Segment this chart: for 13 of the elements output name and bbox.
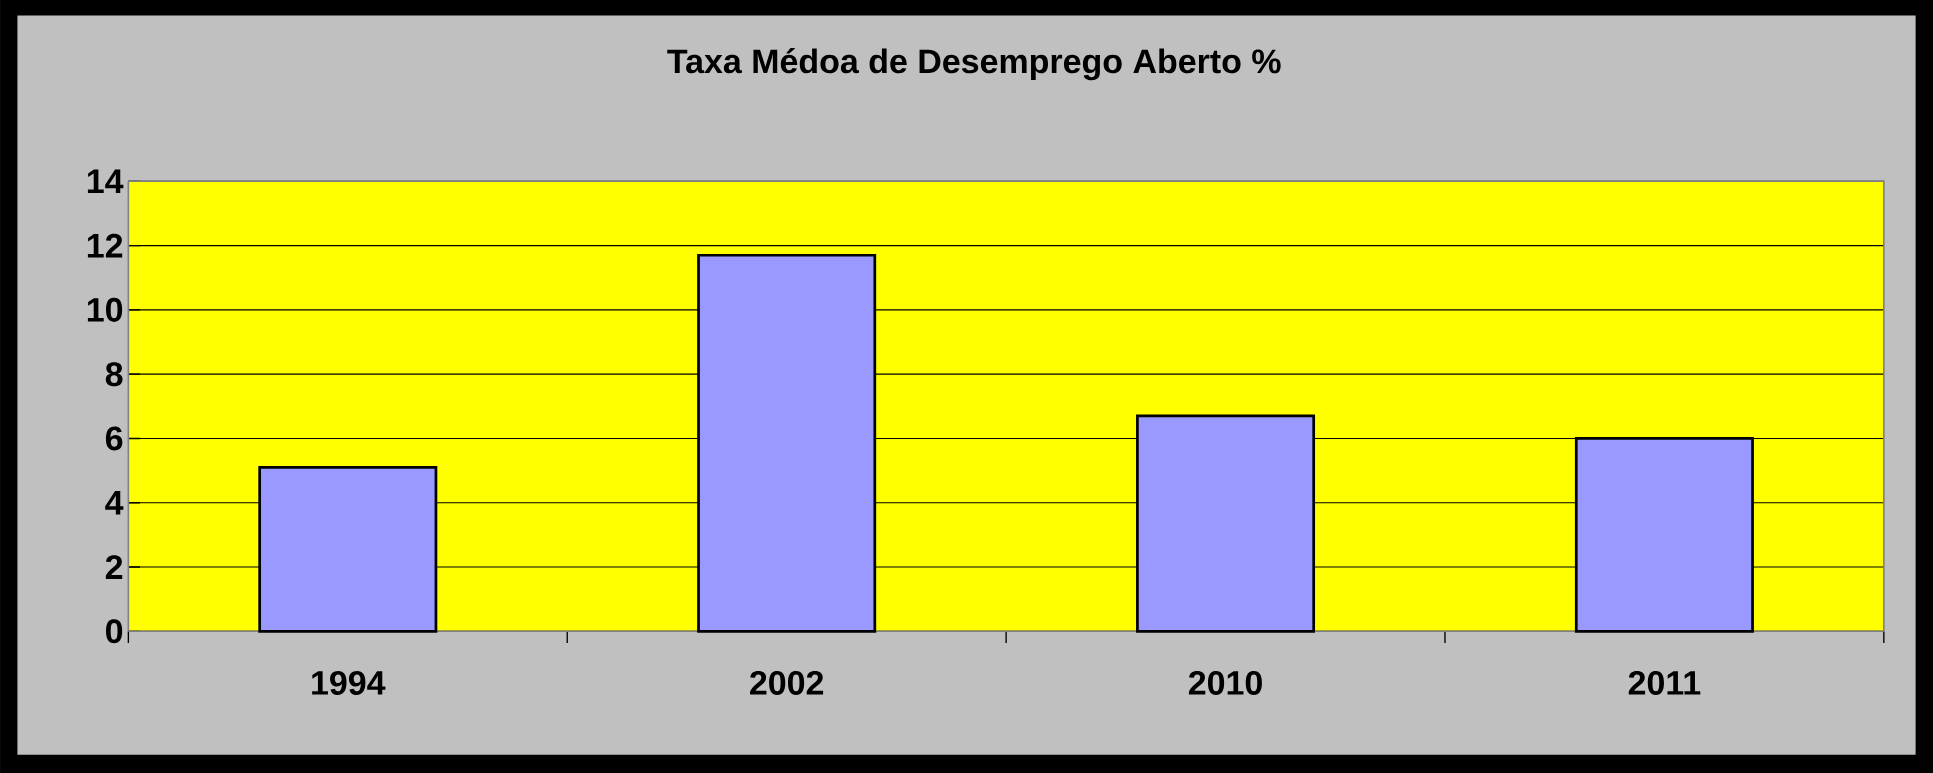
y-tick-label: 10	[87, 297, 123, 322]
y-tick-label: 0	[106, 619, 123, 644]
y-tick-label: 8	[105, 362, 123, 387]
x-tick-label: 2010	[1188, 670, 1262, 695]
x-tick-label: 1994	[312, 670, 386, 695]
y-tick-label: 14	[87, 169, 124, 193]
y-tick-label: 6	[105, 426, 123, 451]
y-tick-label: 12	[87, 233, 123, 258]
x-tick-label: 2011	[1628, 670, 1701, 695]
y-tick-label: 4	[105, 490, 124, 515]
chart-title: Taxa Médoa de Desemprego Aberto %	[667, 48, 1281, 81]
x-tick-label: 2002	[750, 670, 824, 695]
y-tick-label: 2	[105, 555, 123, 579]
